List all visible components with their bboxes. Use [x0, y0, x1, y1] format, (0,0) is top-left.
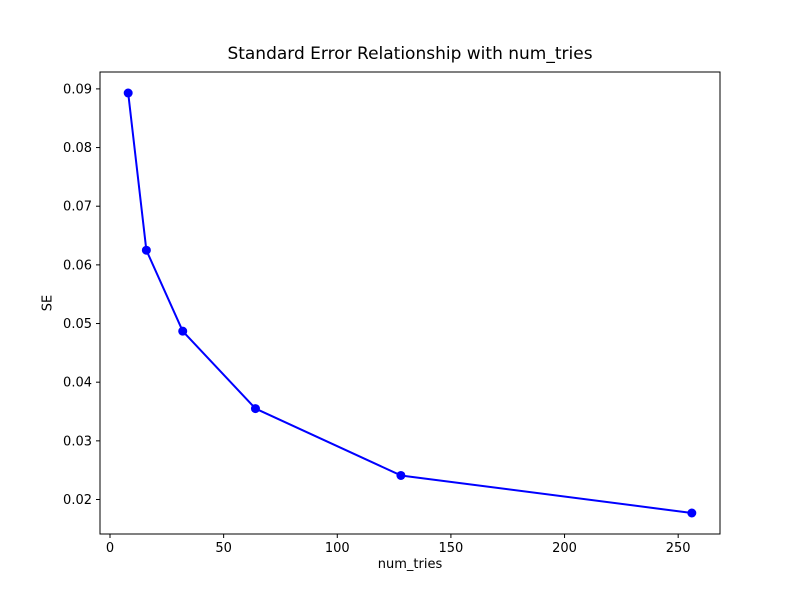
x-axis-label: num_tries — [377, 557, 443, 572]
x-tick-label: 50 — [215, 541, 232, 556]
y-tick-label: 0.05 — [63, 317, 92, 332]
y-axis-label: SE — [40, 294, 56, 312]
data-point — [141, 245, 151, 255]
x-tick-label: 0 — [106, 541, 114, 556]
data-point — [178, 326, 188, 336]
y-tick-label: 0.07 — [63, 200, 92, 215]
y-tick-label: 0.03 — [63, 434, 92, 449]
data-point — [250, 404, 260, 414]
chart-title: Standard Error Relationship with num_tri… — [227, 44, 593, 64]
data-point — [396, 470, 406, 480]
y-tick-label: 0.09 — [63, 82, 92, 97]
series-line — [127, 92, 693, 514]
y-tick-label: 0.02 — [63, 493, 92, 508]
y-tick-label: 0.08 — [63, 141, 92, 156]
data-point — [123, 88, 133, 98]
data-point — [687, 508, 697, 518]
y-tick-label: 0.04 — [63, 376, 92, 391]
x-tick-label: 150 — [438, 541, 463, 556]
x-tick-label: 100 — [325, 541, 350, 556]
plot-frame — [99, 71, 721, 535]
x-tick-label: 250 — [666, 541, 691, 556]
y-tick-label: 0.06 — [63, 258, 92, 273]
x-tick-label: 200 — [552, 541, 577, 556]
